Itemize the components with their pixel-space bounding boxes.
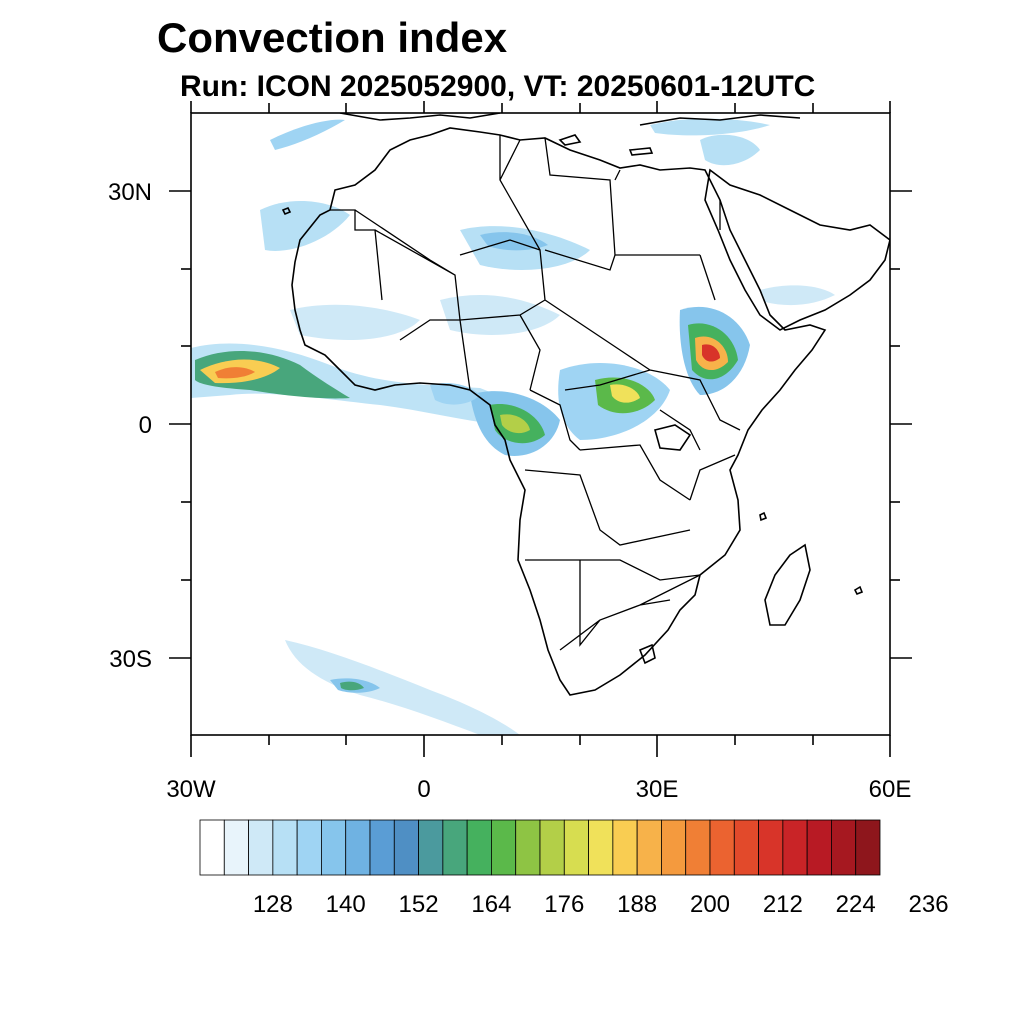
axis-ticks — [169, 101, 912, 757]
arabia-coastline — [704, 168, 890, 331]
island-crete — [628, 147, 654, 156]
colorbar-swatch — [223, 819, 249, 876]
colorbar-label: 128 — [253, 891, 293, 918]
colorbar-swatch — [588, 819, 614, 876]
lon-label-0: 0 — [417, 776, 430, 803]
colorbar-swatch — [272, 819, 298, 876]
europe-coastline — [339, 113, 501, 121]
gulf-of-guinea-convection — [430, 383, 480, 405]
colorbar-label: 200 — [690, 891, 730, 918]
colorbar-swatch — [369, 819, 395, 876]
lat-label-30s: 30S — [109, 646, 152, 673]
africa-coastline — [291, 127, 827, 696]
turkey-coastline — [639, 114, 801, 126]
south-atlantic-convection-peak — [340, 681, 364, 691]
island-mauritius — [853, 585, 864, 596]
map-title: Convection index — [157, 14, 508, 61]
colorbar-swatch — [199, 819, 225, 876]
country-borders — [330, 135, 741, 651]
colorbar-label: 224 — [836, 891, 876, 918]
colorbar-swatch — [612, 819, 638, 876]
colorbar-swatch — [539, 819, 565, 876]
colorbar-label: 236 — [909, 891, 949, 918]
sahel-convection-central — [440, 295, 560, 335]
map-subtitle: Run: ICON 2025052900, VT: 20250601-12UTC — [180, 70, 816, 103]
colorbar-swatch — [321, 819, 347, 876]
colorbar-label: 188 — [617, 891, 657, 918]
colorbar-swatch — [466, 819, 492, 876]
lon-label-30e: 30E — [636, 776, 679, 803]
colorbar-swatch — [661, 819, 687, 876]
colorbar-swatch — [248, 819, 274, 876]
island-canaries — [281, 206, 292, 216]
colorbar-swatch — [806, 819, 832, 876]
central-africa-convection-peak — [610, 384, 640, 403]
lon-label-60e: 60E — [869, 776, 912, 803]
madagascar-coastline — [764, 543, 811, 626]
colorbar-label: 176 — [544, 891, 584, 918]
lon-label-30w: 30W — [166, 776, 216, 803]
convection-field — [191, 118, 835, 735]
colorbar-label: 212 — [763, 891, 803, 918]
colorbar-swatch — [296, 819, 322, 876]
colorbar-label: 164 — [471, 891, 511, 918]
congo-convection-peak — [500, 414, 530, 434]
lesotho-border — [638, 643, 656, 665]
colorbar-swatch — [345, 819, 371, 876]
west-sahara-convection — [260, 200, 350, 251]
coastlines — [281, 113, 890, 696]
colorbar-swatch — [831, 819, 857, 876]
atlantic-convection-max — [215, 367, 255, 379]
colorbar-swatch — [563, 819, 589, 876]
island-sicily — [558, 134, 582, 146]
mediterranean-convection — [650, 118, 770, 136]
colorbar-swatch — [782, 819, 808, 876]
lake-victoria — [654, 424, 692, 451]
lat-label-30n: 30N — [108, 179, 152, 206]
colorbar: 128 140 152 164 176 188 200 212 224 236 — [199, 819, 949, 918]
ethiopia-convection-max — [702, 344, 720, 362]
south-atlantic-convection — [285, 640, 520, 735]
colorbar-swatch — [709, 819, 735, 876]
arabia-convection — [760, 285, 835, 306]
colorbar-swatch — [418, 819, 444, 876]
island-comoros — [759, 511, 768, 522]
colorbar-swatch — [733, 819, 759, 876]
colorbar-swatch — [491, 819, 517, 876]
colorbar-swatch — [685, 819, 711, 876]
egypt-convection — [700, 134, 760, 166]
colorbar-swatch — [636, 819, 662, 876]
colorbar-label: 152 — [399, 891, 439, 918]
colorbar-swatch — [393, 819, 419, 876]
colorbar-swatch — [442, 819, 468, 876]
colorbar-label: 140 — [326, 891, 366, 918]
colorbar-swatch — [855, 819, 881, 876]
sahel-convection-west — [290, 304, 420, 340]
lat-label-0: 0 — [139, 412, 152, 439]
colorbar-swatch — [758, 819, 784, 876]
colorbar-swatch — [515, 819, 541, 876]
nw-atlantic-convection — [270, 119, 345, 150]
